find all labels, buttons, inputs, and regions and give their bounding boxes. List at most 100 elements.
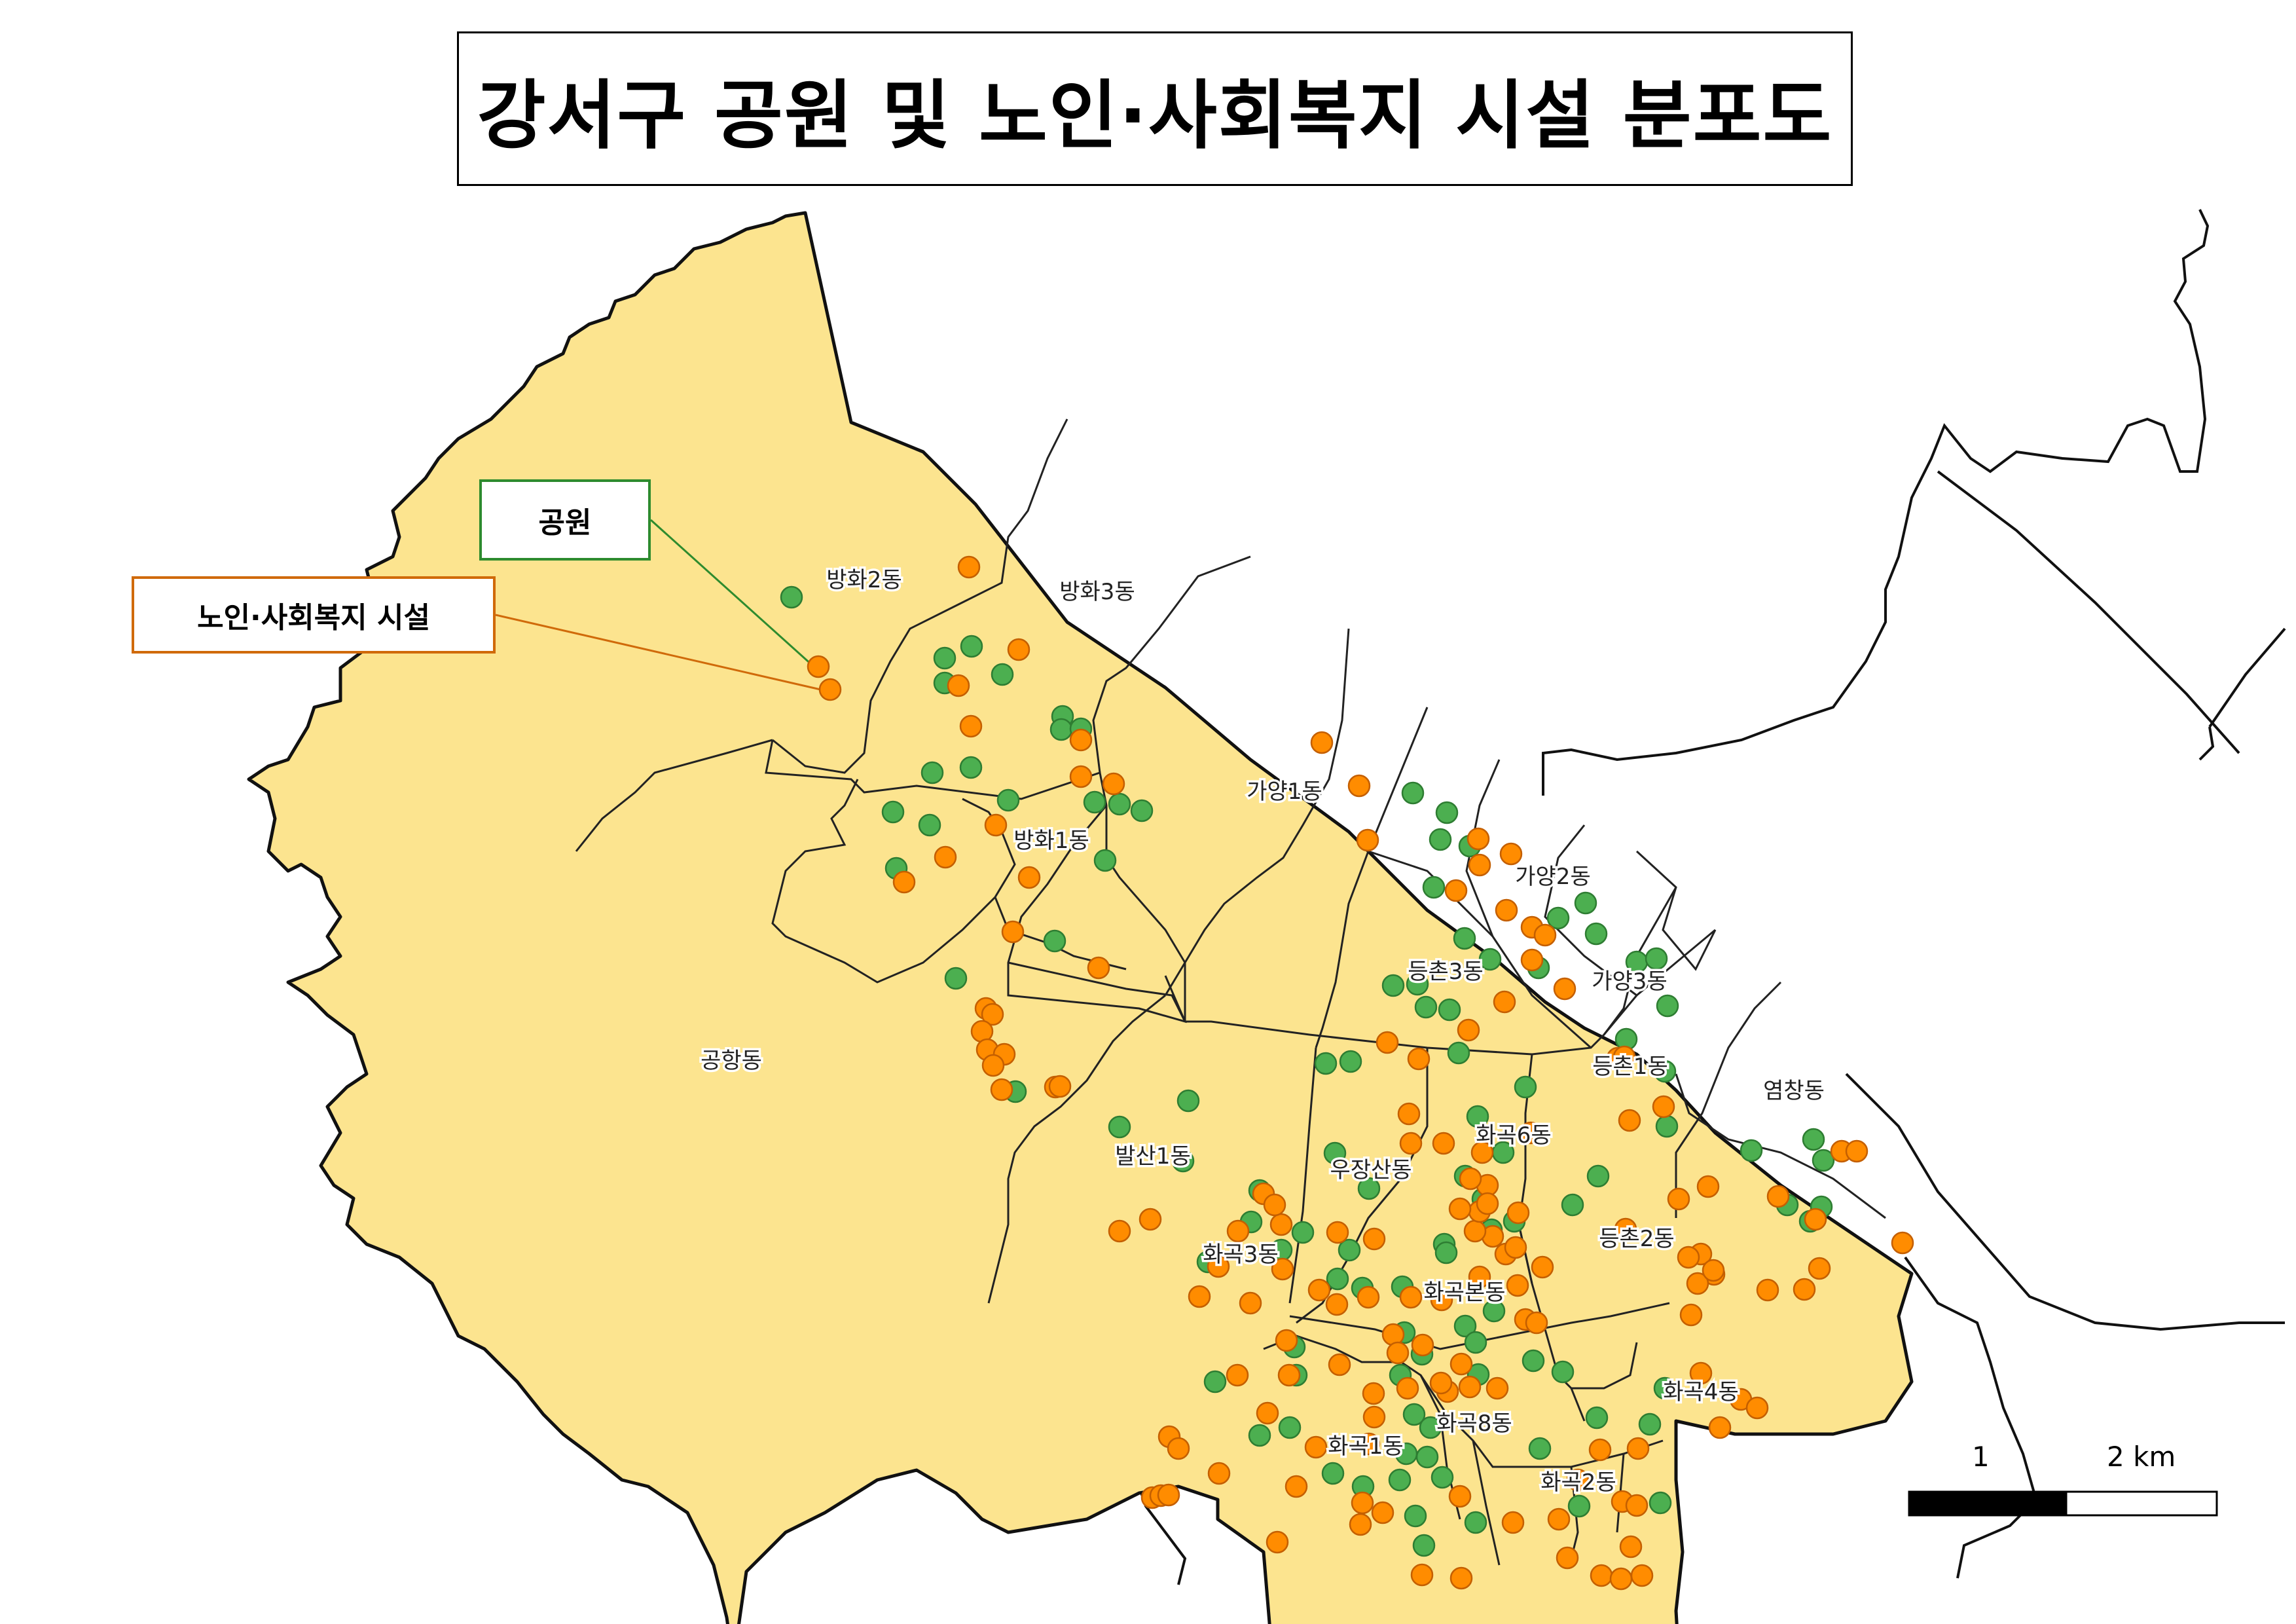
welfare-facility-marker bbox=[1448, 1485, 1472, 1508]
park-marker bbox=[1645, 947, 1668, 970]
park-marker bbox=[1339, 1050, 1362, 1073]
welfare-facility-marker bbox=[1519, 1121, 1542, 1145]
welfare-facility-marker bbox=[1410, 1563, 1434, 1587]
dong-label-hwagok8: 화곡8동 bbox=[1436, 1411, 1512, 1437]
welfare-facility-marker bbox=[1458, 1375, 1482, 1399]
welfare-facility-marker bbox=[1667, 1187, 1690, 1211]
welfare-facility-marker bbox=[1351, 1491, 1374, 1515]
welfare-facility-marker bbox=[1326, 1221, 1349, 1244]
welfare-facility-marker bbox=[1275, 1329, 1298, 1352]
welfare-facility-marker bbox=[1087, 956, 1110, 980]
welfare-facility-marker bbox=[1533, 923, 1557, 947]
park-marker bbox=[1108, 1115, 1131, 1139]
welfare-facility-marker bbox=[1590, 1564, 1613, 1587]
welfare-facility-marker bbox=[1048, 1075, 1072, 1098]
welfare-facility-marker bbox=[1626, 1437, 1650, 1460]
welfare-facility-marker bbox=[1553, 977, 1576, 1001]
welfare-facility-marker bbox=[1349, 1513, 1372, 1536]
dong-label-hwagok1: 화곡1동 bbox=[1328, 1433, 1403, 1460]
welfare-facility-marker bbox=[1845, 1139, 1868, 1163]
welfare-facility-marker bbox=[1613, 1045, 1636, 1069]
park-marker bbox=[1567, 1494, 1591, 1518]
dong-label-balsan1: 발산1동 bbox=[1115, 1143, 1190, 1170]
welfare-facility-marker bbox=[984, 813, 1008, 837]
welfare-facility-marker bbox=[1679, 1303, 1703, 1327]
welfare-facility-marker bbox=[1619, 1535, 1643, 1559]
welfare-facility-marker bbox=[959, 714, 983, 738]
welfare-facility-marker bbox=[892, 870, 916, 894]
welfare-facility-marker bbox=[1285, 1475, 1308, 1498]
welfare-facility-marker bbox=[1686, 1272, 1709, 1295]
park-marker bbox=[1394, 1442, 1418, 1466]
park-marker bbox=[1043, 929, 1066, 953]
dong-label-yeomchang: 염창동 bbox=[1763, 1078, 1825, 1104]
welfare-facility-marker bbox=[1357, 1432, 1381, 1456]
park-marker bbox=[920, 761, 944, 784]
welfare-facility-marker bbox=[1207, 1462, 1231, 1485]
welfare-facility-marker bbox=[1347, 774, 1371, 798]
park-marker bbox=[1291, 1221, 1315, 1244]
welfare-facility-marker bbox=[1449, 1566, 1473, 1590]
welfare-facility-marker bbox=[981, 1054, 1005, 1077]
welfare-facility-marker bbox=[1506, 1201, 1530, 1225]
welfare-facility-marker bbox=[957, 555, 981, 579]
welfare-facility-marker bbox=[934, 845, 957, 869]
park-marker bbox=[996, 788, 1020, 812]
welfare-facility-marker bbox=[1468, 1265, 1491, 1289]
welfare-facility-marker bbox=[1256, 1401, 1279, 1425]
legend-park-label: 공원 bbox=[538, 506, 592, 540]
park-marker bbox=[1478, 948, 1502, 971]
welfare-facility-marker bbox=[1766, 1185, 1790, 1208]
welfare-facility-marker bbox=[1307, 1278, 1331, 1302]
welfare-facility-marker bbox=[1397, 1102, 1421, 1126]
park-marker bbox=[1083, 790, 1106, 814]
welfare-facility-marker bbox=[1371, 1501, 1394, 1524]
park-marker bbox=[1574, 891, 1597, 915]
park-marker bbox=[1812, 1149, 1835, 1172]
dong-label-deungchon1: 등촌1동 bbox=[1592, 1054, 1667, 1080]
welfare-facility-marker bbox=[1069, 728, 1093, 752]
welfare-facility-marker bbox=[1362, 1227, 1386, 1251]
park-marker bbox=[1551, 1360, 1575, 1384]
dong-label-hwagok4: 화곡4동 bbox=[1663, 1379, 1738, 1405]
welfare-facility-marker bbox=[1001, 920, 1025, 944]
park-marker bbox=[1412, 1534, 1436, 1557]
park-marker bbox=[1404, 1504, 1427, 1528]
park-marker bbox=[933, 646, 957, 670]
welfare-facility-marker bbox=[1495, 898, 1518, 922]
dong-label-ujangsan: 우장산동 bbox=[1330, 1157, 1412, 1183]
welfare-facility-marker bbox=[1325, 1293, 1349, 1316]
welfare-facility-marker bbox=[1356, 828, 1379, 852]
welfare-facility-marker bbox=[1362, 1382, 1385, 1405]
welfare-facility-marker bbox=[947, 674, 970, 697]
dong-label-deungchon3: 등촌3동 bbox=[1408, 959, 1483, 985]
park-marker bbox=[1415, 1445, 1439, 1469]
park-marker bbox=[1464, 1511, 1487, 1534]
welfare-facility-marker bbox=[1007, 638, 1030, 661]
welfare-facility-marker bbox=[1396, 1376, 1419, 1400]
park-marker bbox=[1314, 1052, 1338, 1075]
park-marker bbox=[1171, 1149, 1195, 1173]
welfare-facility-marker bbox=[1501, 1511, 1525, 1534]
park-marker bbox=[881, 800, 905, 824]
welfare-facility-marker bbox=[1386, 1341, 1410, 1365]
welfare-facility-marker bbox=[1531, 1255, 1554, 1279]
welfare-facility-marker bbox=[1756, 1278, 1779, 1302]
park-marker bbox=[1422, 876, 1446, 899]
welfare-facility-marker bbox=[1399, 1285, 1423, 1309]
welfare-facility-marker bbox=[1808, 1257, 1831, 1280]
welfare-facility-marker bbox=[1499, 842, 1523, 866]
welfare-facility-marker bbox=[1381, 1323, 1405, 1346]
legend-leader-lines bbox=[495, 519, 827, 692]
park-marker bbox=[1419, 1416, 1442, 1439]
welfare-facility-marker bbox=[1804, 1208, 1827, 1231]
park-marker bbox=[1357, 1177, 1381, 1200]
welfare-facility-marker bbox=[1139, 1208, 1162, 1231]
welfare-facility-marker bbox=[1362, 1405, 1386, 1429]
welfare-facility-marker bbox=[1588, 1438, 1612, 1462]
park-marker bbox=[1338, 1238, 1361, 1262]
legend-welfare: 노인·사회복지 시설 bbox=[132, 576, 496, 654]
welfare-facility-marker bbox=[1399, 1132, 1423, 1155]
park-marker bbox=[1402, 1403, 1426, 1426]
welfare-facility-marker bbox=[1459, 1167, 1482, 1190]
